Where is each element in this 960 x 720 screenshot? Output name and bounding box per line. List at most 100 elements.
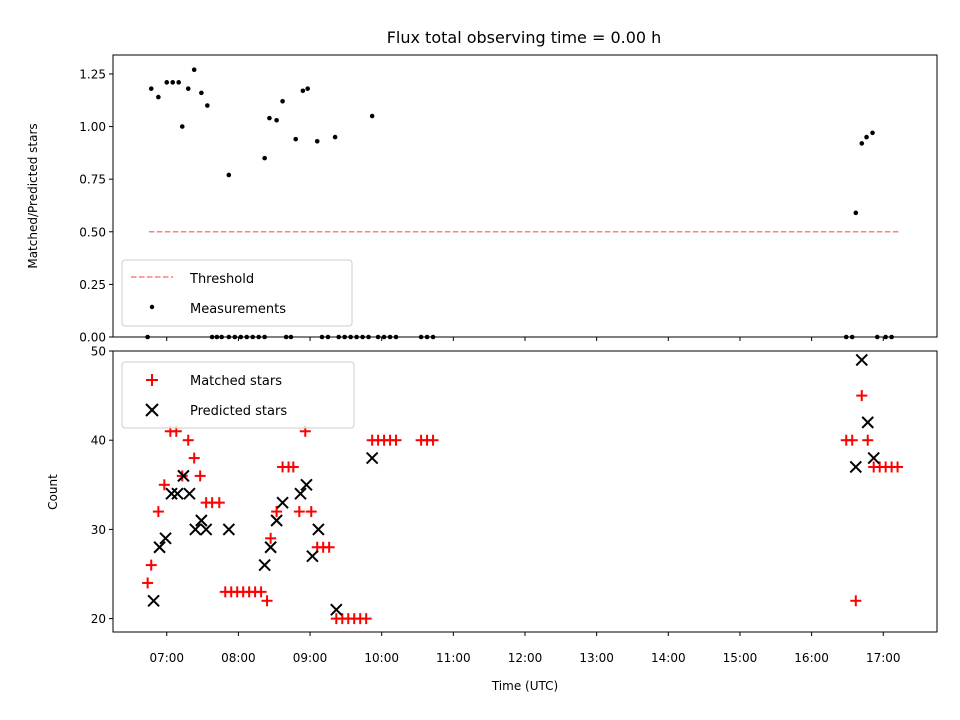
x-tick-label: 13:00	[579, 651, 614, 665]
measurement-point	[864, 134, 869, 140]
measurement-point	[859, 141, 865, 146]
predicted-star-point	[270, 514, 283, 527]
legend-predicted-swatch	[145, 403, 159, 417]
predicted-star-point	[312, 523, 325, 536]
legend-matched-swatch	[146, 374, 158, 386]
measurement-point	[226, 172, 232, 178]
top-y-tick-label: 0.00	[79, 331, 106, 345]
bottom-y-tick-label: 40	[91, 434, 106, 448]
matched-star-point	[255, 586, 267, 598]
legend-measurements-swatch	[149, 304, 155, 310]
predicted-star-point	[264, 541, 277, 554]
matched-star-point	[194, 470, 206, 482]
measurement-point	[369, 113, 375, 119]
top-y-tick-label: 0.25	[79, 278, 106, 292]
top-y-axis-label: Matched/Predicted stars	[26, 123, 40, 268]
measurement-point	[293, 136, 299, 142]
predicted-star-point	[300, 478, 313, 492]
predicted-star-point	[849, 460, 863, 474]
top-legend: Threshold Measurements	[121, 259, 353, 327]
matched-star-point	[271, 506, 283, 518]
bottom-panel: Count Time (UTC) 20 30 40 50 07:00 08:00 09:00…	[46, 345, 938, 693]
measurement-point	[262, 155, 267, 161]
measurement-point	[305, 86, 310, 91]
measurement-point	[314, 138, 320, 144]
predicted-star-point	[177, 469, 190, 483]
predicted-star-point	[276, 496, 289, 509]
matched-star-point	[850, 595, 862, 607]
predicted-star-point	[199, 523, 213, 536]
matched-star-point	[182, 434, 194, 446]
matched-star-point	[213, 497, 225, 509]
matched-star-point	[188, 452, 200, 464]
measurement-point	[199, 90, 204, 96]
measurement-point	[164, 80, 170, 85]
predicted-star-point	[294, 487, 307, 500]
x-tick-label: 11:00	[436, 651, 471, 665]
predicted-star-point	[147, 594, 160, 607]
predicted-star-point	[861, 416, 874, 429]
bottom-y-axis-label: Count	[46, 474, 60, 510]
measurement-point	[185, 86, 191, 91]
top-plot-area	[145, 67, 899, 340]
top-y-tick-label: 0.50	[79, 225, 106, 239]
measurement-point	[156, 94, 161, 100]
matched-star-point	[293, 506, 305, 518]
measurement-point	[267, 115, 272, 121]
x-tick-label: 12:00	[508, 651, 543, 665]
matched-star-point	[323, 541, 335, 553]
predicted-star-point	[222, 523, 236, 536]
x-tick-label: 15:00	[723, 651, 758, 665]
predicted-star-point	[159, 532, 172, 545]
legend-matched-label: Matched stars	[190, 374, 282, 389]
predicted-star-point	[153, 541, 166, 554]
measurement-point	[205, 103, 210, 108]
x-tick-label: 09:00	[293, 651, 328, 665]
matched-star-point	[261, 595, 273, 607]
bottom-legend: Matched stars Predicted stars	[121, 361, 355, 429]
predicted-star-point	[171, 487, 184, 500]
legend-predicted-label: Predicted stars	[190, 404, 287, 419]
measurement-point	[853, 210, 859, 216]
predicted-star-point	[189, 523, 202, 536]
predicted-star-point	[365, 451, 379, 465]
bottom-axes: 20 30 40 50 07:00 08:00 09:00 10:00 11:00 12:00 13…	[91, 345, 938, 665]
measurement-point	[148, 86, 154, 91]
top-y-tick-label: 1.25	[79, 67, 106, 81]
predicted-star-point	[258, 558, 271, 572]
measurement-point	[870, 130, 875, 136]
matched-star-point	[390, 434, 402, 446]
measurement-point	[280, 98, 285, 104]
matched-star-point	[862, 434, 874, 446]
matched-star-point	[158, 479, 170, 491]
x-tick-label: 16:00	[794, 651, 829, 665]
top-y-tick-label: 0.75	[79, 173, 106, 187]
chart-title: Flux total observing time = 0.00 h	[387, 28, 662, 47]
measurement-point	[191, 67, 197, 73]
bottom-plot-area	[142, 353, 904, 625]
top-y-tick-label: 1.00	[79, 120, 106, 134]
predicted-star-point	[855, 353, 868, 367]
matched-star-point	[856, 390, 868, 402]
matched-star-point	[427, 434, 439, 446]
predicted-star-point	[183, 487, 196, 500]
bottom-y-tick-label: 50	[91, 345, 106, 359]
measurement-point	[274, 117, 279, 123]
measurement-point	[170, 80, 176, 85]
bottom-frame	[112, 350, 938, 633]
matched-star-point	[265, 532, 277, 544]
measurement-point	[179, 124, 185, 129]
matched-star-point	[287, 461, 299, 473]
bottom-y-tick-label: 30	[91, 523, 106, 537]
bottom-y-tick-label: 20	[91, 612, 106, 626]
matched-star-point	[142, 577, 154, 589]
predicted-star-point	[867, 451, 880, 465]
top-panel: Flux total observing time = 0.00 h Match…	[26, 28, 938, 345]
top-frame	[112, 54, 938, 338]
matched-star-point	[892, 461, 904, 473]
predicted-star-point	[306, 549, 319, 563]
matched-star-point	[145, 559, 157, 571]
x-tick-label: 08:00	[221, 651, 256, 665]
legend-measurements-label: Measurements	[190, 302, 286, 317]
